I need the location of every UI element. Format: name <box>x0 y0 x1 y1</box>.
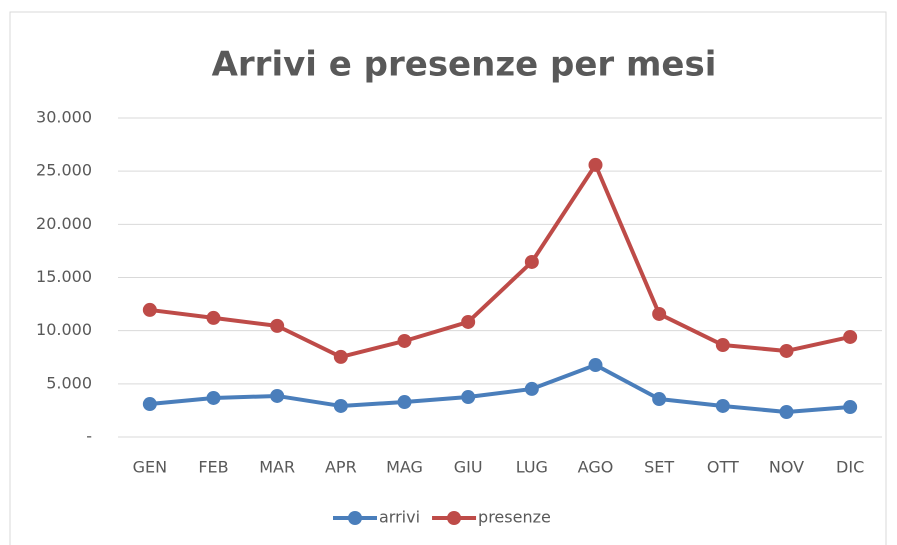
data-point <box>397 333 412 348</box>
y-tick-label: 30.000 <box>36 108 92 127</box>
data-point <box>270 388 285 403</box>
data-point <box>715 398 730 413</box>
y-tick-label: 20.000 <box>36 214 92 233</box>
y-tick-label: 5.000 <box>46 373 92 392</box>
x-tick-label: FEB <box>198 458 228 477</box>
data-point <box>779 343 794 358</box>
data-point <box>206 310 221 325</box>
chart-title: Arrivi e presenze per mesi <box>212 45 717 85</box>
data-point <box>843 329 858 344</box>
data-point <box>524 254 539 269</box>
data-point <box>652 392 667 407</box>
legend-label: arrivi <box>379 508 420 527</box>
data-point <box>524 381 539 396</box>
data-point <box>206 390 221 405</box>
x-tick-label: GEN <box>133 458 167 477</box>
data-point <box>588 157 603 172</box>
x-tick-label: NOV <box>769 458 804 477</box>
data-point <box>270 318 285 333</box>
x-tick-label: GIU <box>454 458 483 477</box>
data-point <box>779 405 794 420</box>
data-point <box>588 358 603 373</box>
data-point <box>461 314 476 329</box>
x-tick-label: APR <box>325 458 357 477</box>
x-tick-label: MAG <box>386 458 423 477</box>
x-tick-label: OTT <box>707 458 739 477</box>
legend-marker <box>447 511 462 525</box>
data-point <box>843 400 858 415</box>
x-tick-label: AGO <box>578 458 614 477</box>
series-line <box>149 363 851 415</box>
x-tick-label: LUG <box>516 458 548 477</box>
x-tick-label: SET <box>644 458 674 477</box>
x-tick-label: DIC <box>836 458 864 477</box>
x-tick-label: MAR <box>259 458 295 477</box>
legend-label: presenze <box>478 508 551 527</box>
y-tick-label: 15.000 <box>36 267 92 286</box>
data-point <box>333 398 348 413</box>
data-point <box>142 302 157 317</box>
data-point <box>142 397 157 412</box>
y-tick-label: 10.000 <box>36 320 92 339</box>
data-point <box>652 306 667 321</box>
chart-border <box>9 11 887 545</box>
y-tick-label: - <box>86 427 92 446</box>
data-point <box>397 395 412 410</box>
y-tick-label: 25.000 <box>36 161 92 180</box>
data-point <box>333 349 348 364</box>
legend-marker <box>348 511 362 525</box>
series-line <box>149 162 851 359</box>
data-point <box>461 390 476 405</box>
data-point <box>715 338 730 353</box>
